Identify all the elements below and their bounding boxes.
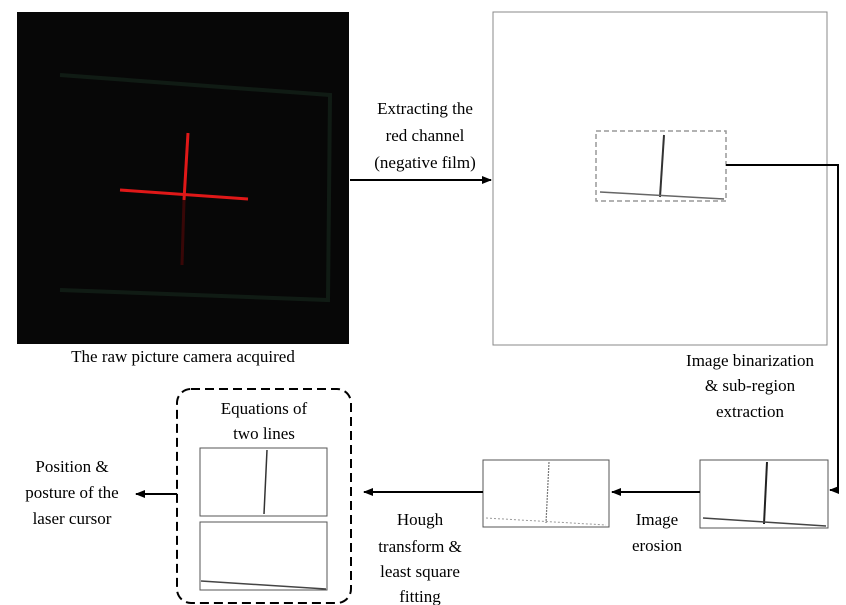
raw-image bbox=[17, 12, 349, 344]
label-line: (negative film) bbox=[374, 153, 476, 172]
label-line: Image binarization bbox=[686, 351, 814, 370]
label-line: laser cursor bbox=[33, 509, 112, 528]
edge-label: Image binarization & sub-region extracti… bbox=[686, 351, 814, 421]
label-line: two lines bbox=[233, 424, 295, 443]
caption: The raw picture camera acquired bbox=[71, 347, 295, 366]
label-line: Extracting the bbox=[377, 99, 473, 118]
page: {"nodes": [ {"label": ["The raw picture … bbox=[0, 0, 846, 605]
binarized-image bbox=[700, 460, 828, 528]
label-line: fitting bbox=[399, 587, 441, 605]
label-line: posture of the bbox=[25, 483, 118, 502]
edge-label: Hough transform & least square fitting bbox=[378, 510, 462, 605]
label-line: Image bbox=[636, 510, 678, 529]
label-line: Hough bbox=[397, 510, 444, 529]
label-line: Equations of bbox=[221, 399, 308, 418]
label-line: least square bbox=[380, 562, 460, 581]
edge-label: Image erosion bbox=[632, 510, 683, 555]
label-line: Position & bbox=[35, 457, 108, 476]
label-line: extraction bbox=[716, 402, 784, 421]
label-line: erosion bbox=[632, 536, 683, 555]
label-line: transform & bbox=[378, 537, 462, 556]
label-line: & sub-region bbox=[705, 376, 796, 395]
edge-label: Extracting the red channel (negative fil… bbox=[374, 99, 476, 172]
red-channel-image bbox=[493, 12, 827, 345]
diagram: The raw picture camera acquired Extracti… bbox=[0, 0, 846, 605]
output-label: Position & posture of the laser cursor bbox=[25, 457, 118, 528]
equations-box: Equations of two lines bbox=[177, 389, 351, 603]
label-line: red channel bbox=[386, 126, 465, 145]
eroded-image bbox=[483, 460, 609, 527]
